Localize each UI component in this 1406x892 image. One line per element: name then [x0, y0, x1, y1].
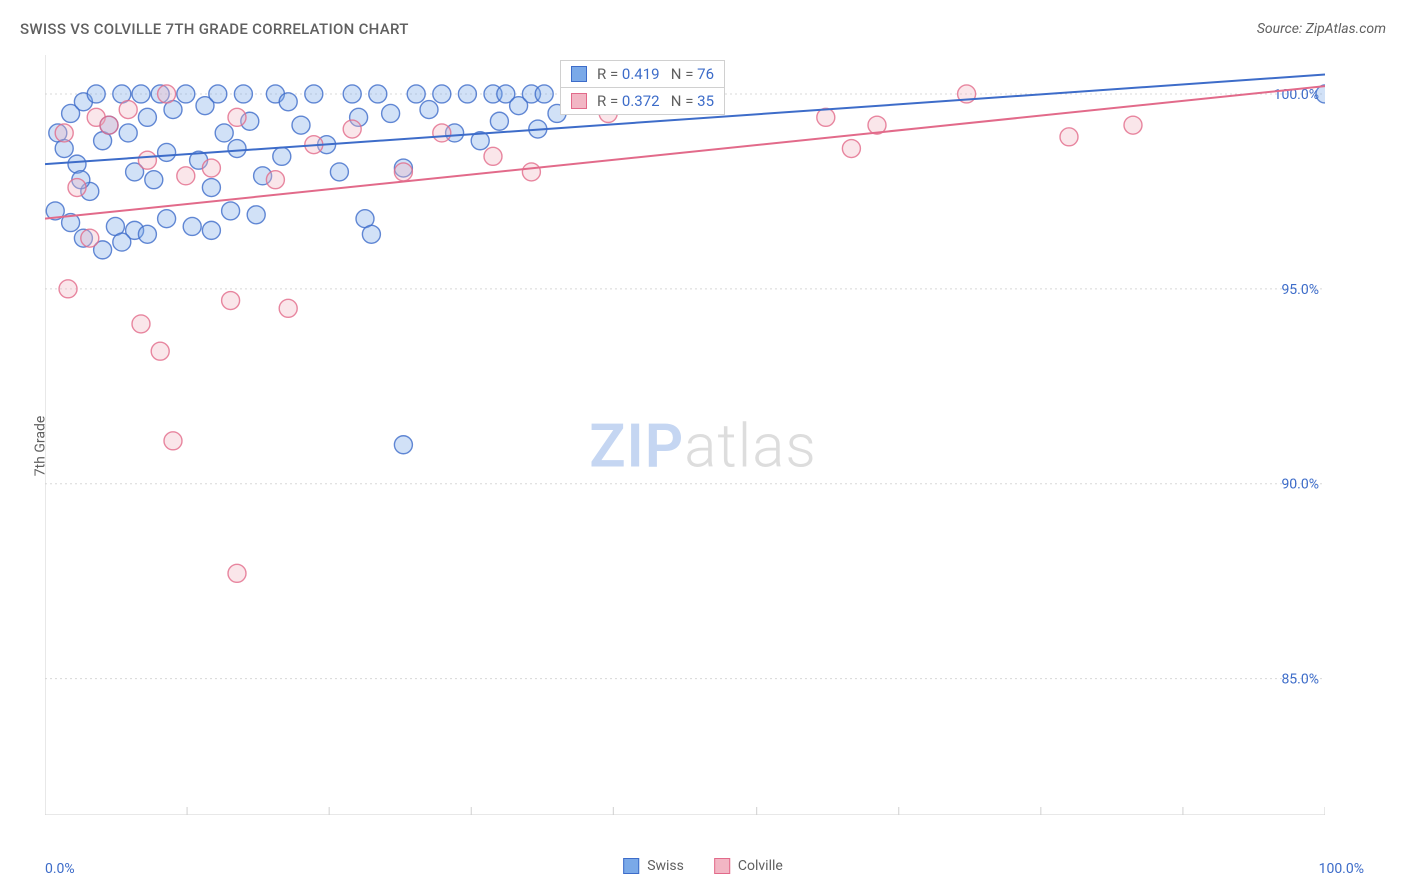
- stat-swatch: [571, 66, 587, 82]
- legend-item: Swiss: [623, 858, 684, 874]
- svg-text:95.0%: 95.0%: [1281, 282, 1319, 298]
- legend-swatch: [623, 858, 639, 874]
- stat-text: R = 0.419 N = 76: [597, 65, 714, 83]
- chart-source: Source: ZipAtlas.com: [1257, 21, 1386, 37]
- chart-header: SWISS VS COLVILLE 7TH GRADE CORRELATION …: [20, 20, 1386, 38]
- correlation-stat-box: R = 0.419 N = 76 R = 0.372 N = 35: [560, 60, 725, 115]
- svg-text:85.0%: 85.0%: [1281, 672, 1319, 688]
- svg-text:90.0%: 90.0%: [1281, 477, 1319, 493]
- legend-label: Colville: [738, 858, 783, 874]
- x-axis-min-label: 0.0%: [45, 861, 75, 877]
- stat-row: R = 0.372 N = 35: [561, 87, 724, 114]
- series-legend: Swiss Colville: [623, 858, 783, 874]
- legend-label: Swiss: [647, 858, 684, 874]
- plot-area: 85.0%90.0%95.0%100.0%: [45, 55, 1325, 815]
- legend-item: Colville: [714, 858, 783, 874]
- stat-text: R = 0.372 N = 35: [597, 92, 714, 110]
- stat-row: R = 0.419 N = 76: [561, 61, 724, 87]
- legend-swatch: [714, 858, 730, 874]
- chart-title: SWISS VS COLVILLE 7TH GRADE CORRELATION …: [20, 20, 409, 38]
- stat-swatch: [571, 93, 587, 109]
- scatter-plot-svg: 85.0%90.0%95.0%100.0%: [45, 55, 1325, 815]
- x-axis-max-label: 100.0%: [1319, 861, 1364, 877]
